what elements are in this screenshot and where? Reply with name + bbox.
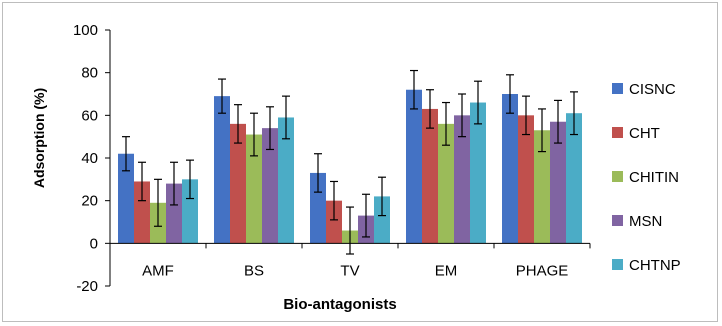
legend-swatch-cisnc: [612, 83, 623, 94]
bar-cht-amf: [134, 181, 150, 244]
y-tick-label: 80: [81, 65, 98, 82]
y-tick-label: -20: [76, 278, 98, 295]
x-category-labels: AMF BS TV EM PHAGE: [142, 262, 568, 279]
bar-chtnp-tv: [374, 196, 390, 244]
bar-cht-phage: [518, 115, 534, 244]
bar-chtnp-em: [470, 102, 486, 244]
legend-label-chitin: CHITIN: [629, 169, 679, 186]
bar-msn-amf: [166, 183, 182, 244]
bar-msn-bs: [262, 128, 278, 244]
x-category-label: BS: [244, 262, 264, 279]
legend-swatch-msn: [612, 215, 623, 226]
axis-layer: [109, 30, 590, 286]
y-tick-label: 0: [90, 235, 98, 252]
y-tick-label: 40: [81, 150, 98, 167]
x-category-label: PHAGE: [516, 262, 569, 279]
bar-chitin-phage: [534, 130, 550, 244]
x-category-label: AMF: [142, 262, 174, 279]
bar-cht-bs: [230, 123, 246, 244]
bar-cht-tv: [326, 200, 342, 244]
x-axis-title: Bio-antagonists: [283, 296, 396, 313]
y-axis-title: Adsorption (%): [31, 88, 47, 188]
legend-label-chtnp: CHTNP: [629, 257, 681, 274]
legend-swatch-chitin: [612, 171, 623, 182]
y-tick-labels: -20 0 20 40 60 80 100: [73, 22, 98, 295]
bar-cisnc-phage: [502, 94, 518, 244]
legend-label-cisnc: CISNC: [629, 81, 676, 98]
legend-swatch-cht: [612, 127, 623, 138]
x-category-label: EM: [435, 262, 458, 279]
y-tick-label: 60: [81, 107, 98, 124]
y-tick-label: 20: [81, 193, 98, 210]
legend: CISNC CHT CHITIN MSN CHTNP: [612, 81, 681, 274]
bar-chitin-em: [438, 123, 454, 244]
bar-chtnp-bs: [278, 117, 294, 244]
bar-cisnc-em: [406, 89, 422, 244]
bar-cht-em: [422, 108, 438, 244]
bar-cisnc-amf: [118, 153, 134, 244]
legend-label-cht: CHT: [629, 125, 660, 142]
bars-layer: [118, 69, 582, 255]
y-tick-label: 100: [73, 22, 98, 39]
grid-layer: [105, 29, 591, 287]
bar-chitin-bs: [246, 134, 262, 244]
bar-chtnp-amf: [182, 179, 198, 244]
bar-chtnp-phage: [566, 113, 582, 244]
bar-cisnc-bs: [214, 96, 230, 244]
bar-msn-phage: [550, 121, 566, 244]
bar-cisnc-tv: [310, 172, 326, 244]
bar-msn-em: [454, 115, 470, 244]
legend-swatch-chtnp: [612, 259, 623, 270]
legend-label-msn: MSN: [629, 213, 662, 230]
x-category-label: TV: [340, 262, 359, 279]
